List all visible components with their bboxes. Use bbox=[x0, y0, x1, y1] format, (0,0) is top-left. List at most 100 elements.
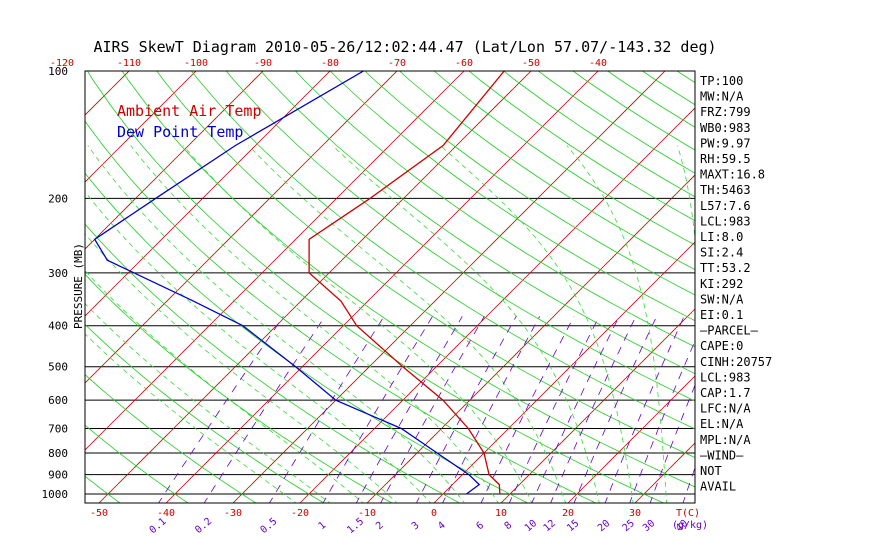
index-item: SI:2.4 bbox=[700, 246, 743, 260]
dry-adiabat-line bbox=[85, 172, 528, 503]
mixing-ratio-line bbox=[573, 316, 658, 503]
mixing-ratio-tick-label: 12 bbox=[542, 518, 558, 534]
mixing-ratio-line bbox=[380, 316, 485, 503]
index-item: TH:5463 bbox=[700, 183, 751, 197]
mixing-ratio-tick-label: 3 bbox=[410, 520, 422, 532]
mixing-ratio-tick-label: 30 bbox=[641, 518, 657, 534]
plot-frame bbox=[84, 70, 696, 504]
mixing-ratio-tick-label: 4 bbox=[436, 520, 448, 532]
isotherm-line bbox=[836, 52, 870, 503]
mixing-ratio-line bbox=[442, 316, 541, 503]
isotherm-line bbox=[299, 107, 695, 503]
index-item: TP:100 bbox=[700, 74, 743, 88]
pressure-tick-label: 700 bbox=[48, 423, 68, 436]
top-temp-tick-label: -110 bbox=[117, 58, 141, 69]
mixing-ratio-line bbox=[480, 316, 575, 503]
top-temp-tick-label: -40 bbox=[589, 58, 607, 69]
bottom-temp-tick-label: -20 bbox=[291, 508, 309, 519]
y-axis-label: PRESSURE (MB) bbox=[72, 243, 85, 329]
pressure-tick-label: 600 bbox=[48, 394, 68, 407]
pressure-tick-label: 800 bbox=[48, 447, 68, 460]
mixing-ratio-tick-label: 20 bbox=[596, 518, 612, 534]
bottom-temp-tick-label: 0 bbox=[431, 508, 437, 519]
isotherm-line bbox=[433, 241, 695, 503]
mixing-ratio-tick-label: 8 bbox=[503, 520, 515, 532]
moist-adiabat-line bbox=[85, 333, 297, 503]
isotherm-line bbox=[634, 442, 695, 503]
moist-adiabat-line bbox=[248, 145, 567, 503]
index-item: KI:292 bbox=[700, 277, 743, 291]
dry-adiabat-line bbox=[748, 52, 870, 503]
dry-adiabat-line bbox=[225, 71, 695, 402]
mixing-ratio-line bbox=[158, 316, 284, 503]
index-item: SW:N/A bbox=[700, 292, 744, 306]
pressure-tick-label: 500 bbox=[48, 361, 68, 374]
bottom-temp-tick-label: 20 bbox=[562, 508, 574, 519]
dry-adiabat-line bbox=[85, 374, 257, 503]
mixing-ratio-tick-label: 0.5 bbox=[259, 516, 280, 536]
moist-adiabat-line bbox=[440, 145, 634, 503]
index-item: PW:9.97 bbox=[700, 136, 751, 150]
mixing-ratio-tick-label: 0.1 bbox=[148, 516, 169, 536]
mixing-ratio-tick-label: 25 bbox=[621, 518, 637, 534]
mixing-ratio-line bbox=[531, 316, 620, 503]
pressure-tick-label: 100 bbox=[48, 65, 68, 78]
mixing-ratio-line bbox=[269, 316, 385, 503]
isotherm-line bbox=[0, 52, 14, 503]
dry-adiabat-line bbox=[398, 71, 695, 271]
mixing-ratio-tick-label: 15 bbox=[565, 518, 581, 534]
isotherm-line bbox=[366, 174, 695, 503]
index-item: MW:N/A bbox=[700, 90, 744, 104]
mixing-ratio-tick-label: 6 bbox=[474, 520, 486, 532]
temp-unit-label: T(C) bbox=[676, 508, 700, 519]
dry-adiabat-line bbox=[782, 52, 870, 503]
moist-adiabat-line bbox=[85, 191, 432, 503]
isotherm-line bbox=[500, 308, 695, 503]
mixing-ratio-line bbox=[550, 316, 637, 503]
top-temp-tick-label: -50 bbox=[522, 58, 540, 69]
mixing-ratio-line bbox=[355, 316, 463, 503]
bottom-temp-tick-label: -50 bbox=[90, 508, 108, 519]
mixing-ratio-line bbox=[415, 316, 517, 503]
index-item: CAP:1.7 bbox=[700, 386, 751, 400]
dry-adiabat-line bbox=[433, 71, 695, 246]
index-item: LFC:N/A bbox=[700, 402, 751, 416]
pressure-tick-label: 200 bbox=[48, 192, 68, 205]
isotherm-line bbox=[0, 52, 81, 503]
index-item: RH:59.5 bbox=[700, 152, 751, 166]
dry-adiabat-line bbox=[85, 323, 325, 503]
mixing-ratio-line bbox=[604, 316, 685, 503]
pressure-tick-label: 900 bbox=[48, 469, 68, 482]
top-temp-tick-label: -90 bbox=[254, 58, 272, 69]
index-item: TT:53.2 bbox=[700, 261, 751, 275]
top-temp-tick-label: -60 bbox=[455, 58, 473, 69]
index-item: NOT bbox=[700, 464, 722, 478]
dew-point-temp-line bbox=[93, 71, 481, 495]
top-temp-tick-label: -100 bbox=[184, 58, 208, 69]
mixing-ratio-line bbox=[322, 316, 433, 503]
mixing-ratio-unit-label: (g/kg) bbox=[672, 520, 708, 531]
bottom-temp-tick-label: -30 bbox=[224, 508, 242, 519]
moist-adiabat-line bbox=[85, 270, 364, 503]
mixing-ratio-tick-label: 0.2 bbox=[193, 516, 214, 536]
mixing-ratio-line bbox=[508, 316, 600, 503]
mixing-ratio-tick-label: 1.5 bbox=[345, 516, 366, 536]
mixing-ratio-line bbox=[629, 340, 695, 503]
index-item: LCL:983 bbox=[700, 370, 751, 384]
bottom-temp-tick-label: -40 bbox=[157, 508, 175, 519]
dry-adiabat-line bbox=[503, 71, 695, 198]
index-item: LI:8.0 bbox=[700, 230, 743, 244]
moist-adiabat-line bbox=[332, 145, 600, 503]
top-temp-tick-label: -80 bbox=[321, 58, 339, 69]
index-item: EI:0.1 bbox=[700, 308, 743, 322]
ambient-air-temp-line bbox=[308, 71, 505, 495]
index-item: FRZ:799 bbox=[700, 105, 751, 119]
index-item: MAXT:16.8 bbox=[700, 168, 765, 182]
mixing-ratio-line bbox=[203, 316, 326, 503]
dry-adiabat-line bbox=[190, 71, 695, 430]
dry-adiabat-line bbox=[85, 223, 460, 503]
dry-adiabat-line bbox=[260, 71, 695, 375]
index-item: EL:N/A bbox=[700, 417, 744, 431]
isotherm-line bbox=[232, 71, 666, 503]
